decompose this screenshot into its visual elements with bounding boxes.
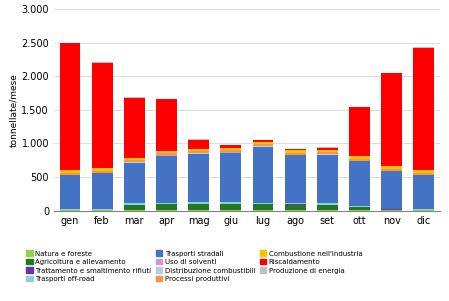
Bar — [124, 162, 145, 163]
Bar — [60, 175, 80, 209]
Bar — [156, 155, 177, 156]
Bar — [414, 210, 434, 211]
Bar — [156, 156, 177, 203]
Bar — [381, 209, 402, 210]
Legend: Natura e foreste, Agricoltura e allevamento, Trattamento e smaltimento rifiuti, : Natura e foreste, Agricoltura e allevame… — [26, 250, 362, 282]
Bar — [253, 140, 273, 141]
Bar — [60, 43, 80, 170]
Bar — [220, 153, 241, 202]
Bar — [188, 204, 209, 210]
Bar — [317, 210, 338, 211]
Bar — [349, 207, 370, 210]
Bar — [124, 203, 145, 205]
Bar — [285, 155, 306, 203]
Bar — [60, 210, 80, 211]
Bar — [124, 98, 145, 158]
Bar — [253, 144, 273, 146]
Bar — [124, 205, 145, 210]
Bar — [220, 147, 241, 150]
Bar — [60, 173, 80, 175]
Bar — [92, 171, 113, 173]
Bar — [156, 210, 177, 211]
Bar — [253, 147, 273, 203]
Bar — [92, 209, 113, 210]
Bar — [253, 141, 273, 142]
Bar — [156, 204, 177, 210]
Bar — [220, 150, 241, 152]
Bar — [349, 206, 370, 207]
Bar — [188, 153, 209, 154]
Bar — [188, 210, 209, 211]
Bar — [349, 161, 370, 206]
Bar — [414, 170, 434, 173]
Bar — [220, 152, 241, 153]
Bar — [381, 169, 402, 171]
Bar — [253, 203, 273, 204]
Bar — [381, 171, 402, 209]
Bar — [188, 149, 209, 151]
Bar — [124, 160, 145, 162]
Bar — [60, 209, 80, 210]
Bar — [317, 155, 338, 203]
Bar — [92, 173, 113, 209]
Bar — [220, 210, 241, 211]
Bar — [349, 156, 370, 159]
Bar — [253, 142, 273, 144]
Bar — [92, 168, 113, 171]
Bar — [253, 210, 273, 211]
Bar — [285, 150, 306, 153]
Bar — [317, 154, 338, 155]
Bar — [414, 48, 434, 170]
Y-axis label: tonnellate/mese: tonnellate/mese — [9, 73, 18, 147]
Bar — [381, 210, 402, 211]
Bar — [285, 153, 306, 155]
Bar — [349, 210, 370, 211]
Bar — [317, 148, 338, 150]
Bar — [156, 99, 177, 150]
Bar — [156, 153, 177, 155]
Bar — [188, 202, 209, 204]
Bar — [60, 170, 80, 173]
Bar — [285, 205, 306, 210]
Bar — [317, 150, 338, 152]
Bar — [317, 152, 338, 154]
Bar — [92, 210, 113, 211]
Bar — [92, 63, 113, 168]
Bar — [349, 107, 370, 156]
Bar — [188, 151, 209, 153]
Bar — [285, 204, 306, 205]
Bar — [414, 209, 434, 210]
Bar — [285, 148, 306, 149]
Bar — [156, 150, 177, 153]
Bar — [124, 210, 145, 211]
Bar — [253, 146, 273, 147]
Bar — [253, 204, 273, 210]
Bar — [124, 158, 145, 160]
Bar — [285, 149, 306, 150]
Bar — [285, 203, 306, 204]
Bar — [317, 205, 338, 210]
Bar — [349, 159, 370, 161]
Bar — [414, 173, 434, 175]
Bar — [414, 175, 434, 209]
Bar — [317, 203, 338, 205]
Bar — [220, 145, 241, 147]
Bar — [381, 73, 402, 166]
Bar — [220, 204, 241, 210]
Bar — [414, 47, 434, 48]
Bar — [156, 203, 177, 204]
Bar — [124, 163, 145, 203]
Bar — [188, 154, 209, 202]
Bar — [188, 140, 209, 149]
Bar — [188, 139, 209, 140]
Bar — [220, 202, 241, 204]
Bar — [381, 166, 402, 169]
Bar — [317, 147, 338, 148]
Bar — [285, 210, 306, 211]
